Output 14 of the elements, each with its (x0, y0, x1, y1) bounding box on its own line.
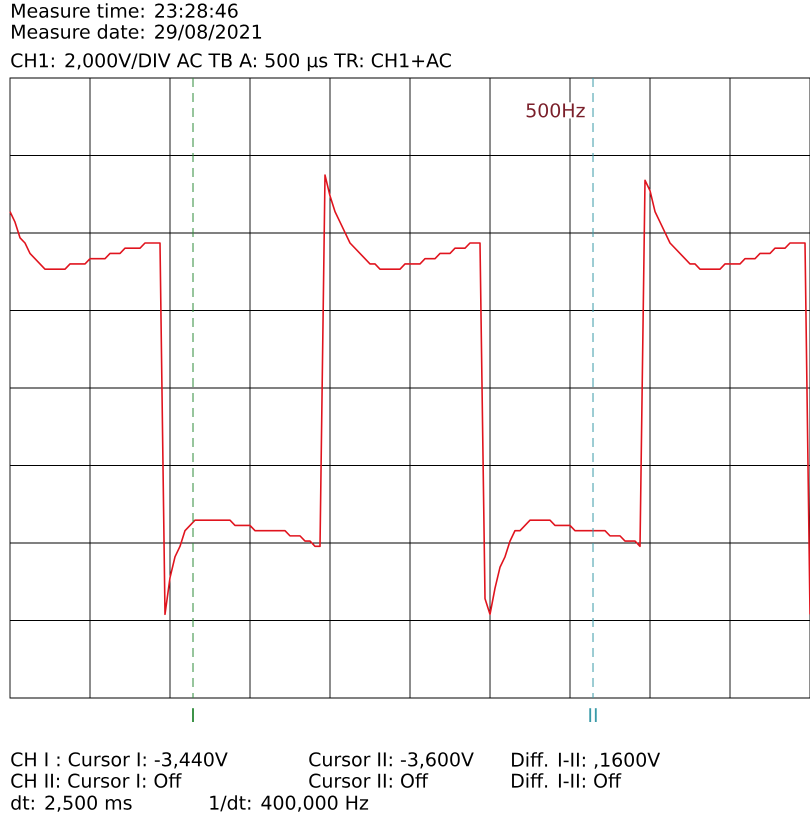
text: CH I : Cursor I: -3,440V (11, 752, 228, 768)
text: Cursor II: Off (309, 773, 428, 788)
text: CH II: Cursor I: Off (11, 773, 182, 788)
text: Diff. I-II: Off (512, 773, 622, 788)
text: dt: 2,500 ms (11, 795, 132, 812)
text: 1/dt: 400,000 Hz (210, 795, 368, 812)
text: II (589, 708, 597, 722)
text: Cursor II: -3,600V (309, 752, 474, 768)
text: I (192, 708, 194, 722)
text: CH1: 2,000V/DIV AC TB A: 500 µs TR: CH1+AC (11, 53, 451, 72)
text: 500Hz (526, 103, 585, 118)
chart-title: Measure time: 23:28:46 (12, 3, 238, 18)
text: Diff. I-II: ,1600V (512, 752, 660, 769)
chart-subtitle: Measure date: 29/08/2021 (12, 24, 262, 40)
